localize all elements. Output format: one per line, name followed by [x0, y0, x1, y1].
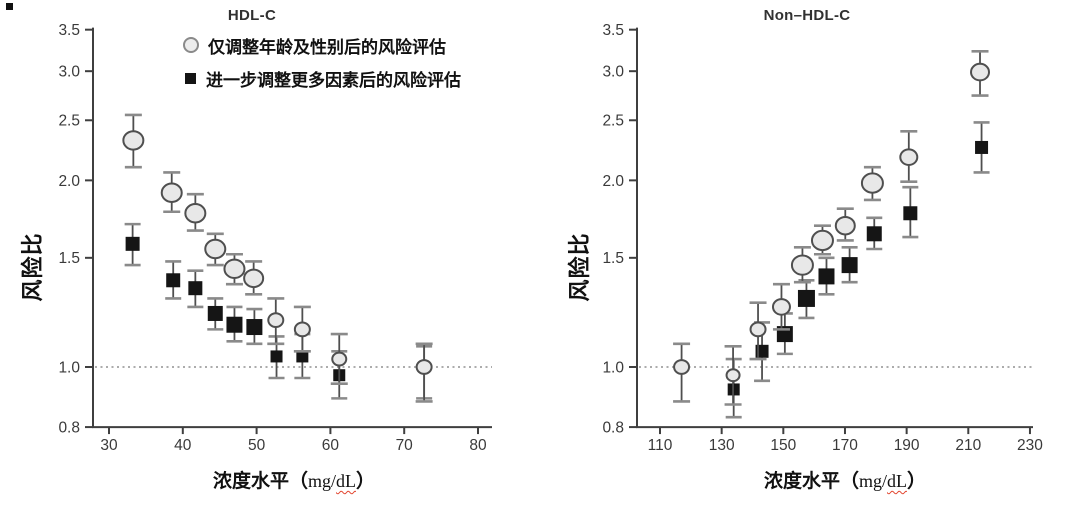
data-point-circle — [834, 215, 856, 236]
x-tick-label: 110 — [648, 437, 673, 454]
x-tick-label: 130 — [709, 437, 735, 454]
legend-item-fully-adjusted: 进一步调整更多因素后的风险评估 — [183, 67, 461, 90]
x-label-cjk: 浓度水平（ — [212, 471, 308, 492]
x-tick-label: 150 — [770, 437, 796, 454]
corner-artifact-dot — [6, 3, 13, 10]
data-point-circle — [204, 238, 227, 260]
data-point-square — [207, 305, 223, 321]
data-point-circle — [725, 368, 741, 383]
legend-label: 仅调整年龄及性别后的风险评估 — [208, 37, 446, 57]
x-tick-label: 40 — [174, 437, 192, 454]
legend-label: 进一步调整更多因素后的风险评估 — [206, 70, 461, 90]
data-point-square — [841, 257, 858, 274]
y-tick-label: 2.0 — [58, 173, 80, 190]
hdl-x-axis-label: 浓度水平（mg/dL） — [213, 466, 375, 493]
x-label-suffix: ） — [907, 471, 927, 492]
legend-item-age-sex-adjusted: 仅调整年龄及性别后的风险评估 — [183, 34, 461, 57]
data-point-circle — [160, 182, 183, 203]
x-tick-label: 190 — [894, 437, 920, 454]
data-point-square — [125, 236, 140, 251]
x-tick-label: 80 — [469, 437, 487, 454]
data-point-square — [166, 273, 181, 288]
y-tick-label: 2.0 — [602, 173, 624, 190]
data-point-square — [975, 140, 989, 154]
data-point-circle — [790, 254, 814, 276]
data-point-circle — [223, 258, 246, 280]
y-tick-label: 3.5 — [602, 22, 624, 39]
y-tick-label: 2.5 — [602, 113, 624, 130]
data-point-circle — [771, 298, 791, 316]
data-point-square — [797, 289, 815, 307]
y-tick-label: 2.5 — [58, 113, 80, 130]
x-label-suffix: ） — [356, 471, 376, 492]
data-point-circle — [899, 148, 919, 166]
data-point-circle — [331, 351, 348, 367]
non-hdl-x-axis-label: 浓度水平（mg/dL） — [764, 466, 926, 493]
data-point-square — [270, 350, 283, 363]
y-tick-label: 1.5 — [602, 250, 624, 267]
y-tick-label: 1.0 — [602, 359, 624, 376]
hdl-y-axis-label: 风险比 — [20, 232, 45, 302]
x-tick-label: 50 — [248, 437, 266, 454]
x-tick-label: 30 — [100, 437, 118, 454]
data-point-circle — [122, 130, 145, 151]
data-point-square — [188, 281, 203, 296]
data-point-circle — [243, 268, 265, 289]
x-tick-label: 170 — [832, 437, 858, 454]
hdl-chart-svg: 3.5 3.0 2.5 2.0 1.5 1.0 0.8 30 40 50 60 70 80 — [58, 22, 492, 454]
data-point-circle — [267, 312, 285, 329]
data-point-circle — [970, 62, 991, 82]
y-tick-label: 1.5 — [58, 250, 80, 267]
x-tick-label: 60 — [322, 437, 340, 454]
data-point-circle — [293, 321, 311, 338]
data-point-circle — [749, 321, 767, 338]
x-tick-label: 210 — [955, 437, 981, 454]
y-tick-label: 1.0 — [58, 359, 80, 376]
y-tick-label: 3.0 — [602, 64, 624, 81]
data-point-square — [866, 226, 882, 242]
non-hdl-chart-svg: 3.5 3.0 2.5 2.0 1.5 1.0 0.8 110 130 150 170 190 210 2… — [602, 22, 1043, 454]
x-label-unit-prefix: mg/ — [858, 471, 888, 491]
legend: 仅调整年龄及性别后的风险评估 进一步调整更多因素后的风险评估 — [183, 34, 461, 100]
data-point-circle — [184, 203, 207, 224]
data-point-square — [296, 350, 309, 363]
y-tick-label: 0.8 — [602, 420, 624, 437]
data-point-circle — [810, 229, 834, 252]
non-hdl-y-axis-label: 风险比 — [567, 232, 592, 302]
y-tick-label: 3.0 — [58, 64, 80, 81]
data-point-square — [903, 206, 918, 221]
x-tick-label: 230 — [1017, 437, 1043, 454]
non-hdl-plot-title: Non–HDL-C — [763, 7, 851, 24]
circle-marker-icon — [183, 37, 199, 53]
x-label-cjk: 浓度水平（ — [763, 471, 859, 492]
data-point-square — [246, 319, 263, 336]
y-tick-label: 3.5 — [58, 22, 80, 39]
data-point-square — [226, 316, 243, 333]
data-point-square — [818, 268, 835, 285]
y-tick-label: 0.8 — [58, 420, 80, 437]
x-tick-label: 70 — [396, 437, 414, 454]
data-point-circle — [860, 172, 884, 194]
data-point-circle — [673, 359, 691, 375]
x-label-unit-wavy: dL — [336, 471, 357, 491]
hdl-plot-title: HDL-C — [227, 7, 277, 24]
x-label-unit-wavy: dL — [887, 471, 908, 491]
x-label-unit-prefix: mg/ — [307, 471, 337, 491]
data-point-circle — [415, 359, 433, 375]
square-marker-icon — [185, 72, 196, 84]
